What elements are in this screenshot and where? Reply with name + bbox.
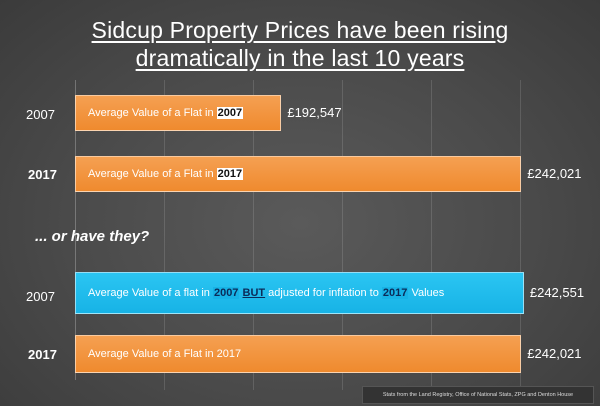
bar-2007-flat-value-label: £192,547: [287, 105, 342, 120]
bar-2007-inflation-adjusted-text: Average Value of a flat in 2007 BUT adju…: [88, 287, 445, 299]
bar-2017-flat-value-repeat-label: £242,021: [527, 346, 582, 361]
gridline: [520, 80, 521, 390]
source-note: Stats from the Land Registry, Office of …: [362, 386, 594, 404]
row2-year-label: 2017: [28, 167, 57, 182]
title-line-2: dramatically in the last 10 years: [135, 45, 465, 71]
bar-2017-flat-value-repeat: Average Value of a Flat in 2017: [75, 335, 522, 373]
bar-2007-inflation-adjusted: Average Value of a flat in 2007 BUT adju…: [75, 272, 524, 314]
gridline: [164, 80, 165, 390]
gridline: [253, 80, 254, 390]
gridline: [431, 80, 432, 390]
row3-year-label: 2007: [26, 289, 55, 304]
bar-2017-flat-value-label: £242,021: [527, 166, 582, 181]
title-line-1: Sidcup Property Prices have been rising: [91, 17, 509, 43]
bar-2007-flat-value-text: Average Value of a Flat in 2007: [88, 107, 244, 119]
chart-title: Sidcup Property Prices have been rising …: [0, 16, 600, 72]
row4-year-label: 2017: [28, 347, 57, 362]
row1-year-label: 2007: [26, 107, 55, 122]
gridline: [342, 80, 343, 390]
bar-2017-flat-value: Average Value of a Flat in 2017: [75, 156, 522, 192]
bar-2017-flat-value-text: Average Value of a Flat in 2017: [88, 168, 244, 180]
bar-2007-flat-value: Average Value of a Flat in 2007: [75, 95, 282, 131]
or-have-they-question: ... or have they?: [35, 228, 150, 245]
bar-2017-flat-value-repeat-text: Average Value of a Flat in 2017: [88, 348, 242, 360]
bar-2007-inflation-adjusted-value-label: £242,551: [529, 285, 585, 300]
y-axis-line: [75, 80, 76, 380]
